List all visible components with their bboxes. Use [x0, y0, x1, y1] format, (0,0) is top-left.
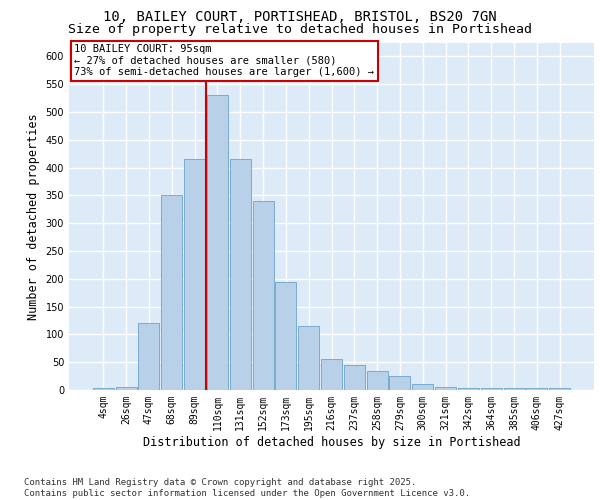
Text: Contains HM Land Registry data © Crown copyright and database right 2025.
Contai: Contains HM Land Registry data © Crown c…: [24, 478, 470, 498]
Bar: [389, 376, 410, 390]
Bar: [253, 201, 274, 390]
Bar: [275, 282, 296, 390]
Bar: [161, 196, 182, 390]
Bar: [412, 384, 433, 390]
Bar: [298, 326, 319, 390]
Bar: [481, 388, 502, 390]
Bar: [184, 160, 205, 390]
Bar: [435, 387, 456, 390]
Bar: [116, 387, 137, 390]
Bar: [230, 160, 251, 390]
Bar: [139, 324, 160, 390]
Bar: [93, 388, 114, 390]
X-axis label: Distribution of detached houses by size in Portishead: Distribution of detached houses by size …: [143, 436, 520, 448]
Bar: [321, 360, 342, 390]
Text: Size of property relative to detached houses in Portishead: Size of property relative to detached ho…: [68, 22, 532, 36]
Text: 10 BAILEY COURT: 95sqm
← 27% of detached houses are smaller (580)
73% of semi-de: 10 BAILEY COURT: 95sqm ← 27% of detached…: [74, 44, 374, 78]
Text: 10, BAILEY COURT, PORTISHEAD, BRISTOL, BS20 7GN: 10, BAILEY COURT, PORTISHEAD, BRISTOL, B…: [103, 10, 497, 24]
Bar: [458, 388, 479, 390]
Bar: [549, 388, 570, 390]
Bar: [207, 96, 228, 390]
Bar: [503, 388, 524, 390]
Bar: [526, 388, 547, 390]
Bar: [344, 365, 365, 390]
Bar: [367, 370, 388, 390]
Y-axis label: Number of detached properties: Number of detached properties: [27, 113, 40, 320]
